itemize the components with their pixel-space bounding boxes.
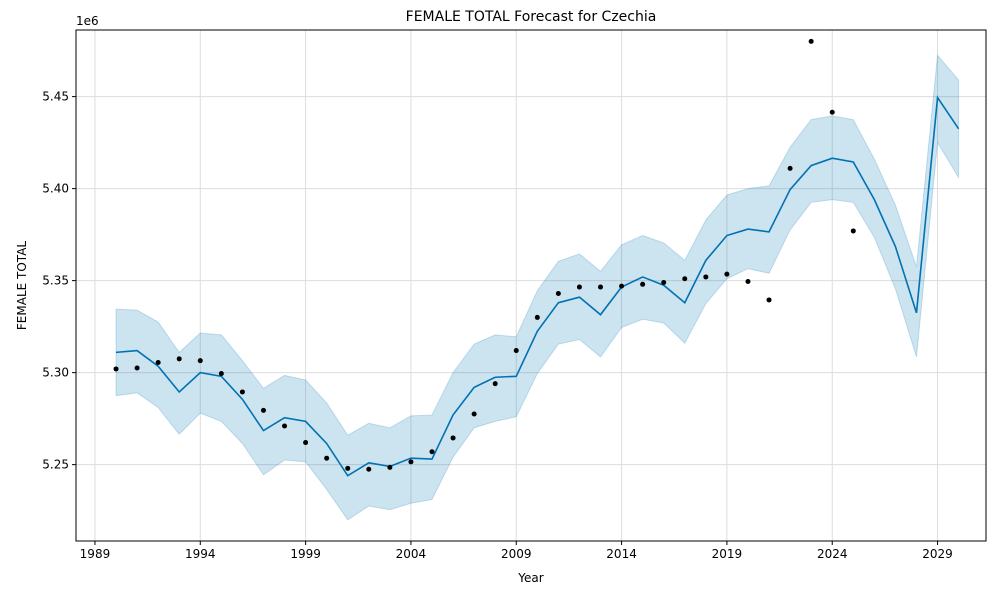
forecast-line bbox=[115, 95, 960, 477]
actual-point bbox=[218, 371, 224, 377]
actual-point bbox=[492, 381, 498, 387]
actual-point bbox=[345, 465, 351, 471]
actual-point bbox=[471, 411, 477, 417]
actual-point bbox=[661, 279, 667, 285]
x-tick-label: 1999 bbox=[290, 547, 321, 561]
actual-point bbox=[576, 284, 582, 290]
x-axis-label: Year bbox=[517, 571, 543, 585]
actual-point bbox=[598, 284, 604, 290]
y-offset-label: 1e6 bbox=[76, 14, 99, 28]
x-tick-label: 2004 bbox=[396, 547, 427, 561]
actual-point bbox=[134, 365, 140, 371]
actual-point bbox=[366, 466, 372, 472]
x-tick-label: 2014 bbox=[606, 547, 637, 561]
actual-point bbox=[534, 314, 540, 320]
chart-title: FEMALE TOTAL Forecast for Czechia bbox=[406, 9, 657, 25]
actual-point bbox=[724, 271, 730, 277]
actual-point bbox=[703, 274, 709, 280]
actual-point bbox=[450, 435, 456, 441]
x-tick-label: 2019 bbox=[712, 547, 743, 561]
x-tick-label: 1994 bbox=[185, 547, 216, 561]
actual-point bbox=[513, 348, 519, 354]
actual-point bbox=[850, 228, 856, 234]
actual-point bbox=[640, 281, 646, 287]
actual-point bbox=[176, 356, 182, 362]
x-tick-label: 1989 bbox=[80, 547, 111, 561]
actual-point bbox=[303, 440, 309, 446]
actual-point bbox=[619, 283, 625, 289]
actual-point bbox=[155, 360, 161, 366]
actual-point bbox=[429, 449, 435, 455]
actual-point bbox=[829, 109, 835, 115]
actual-point bbox=[113, 366, 119, 372]
uncertainty-band bbox=[115, 53, 960, 521]
x-axis-ticks: 1989 1994 1999 2004 2009 2014 2019 2024 2029 bbox=[80, 541, 953, 561]
actual-points bbox=[113, 38, 856, 472]
actual-point bbox=[745, 279, 751, 285]
actual-point bbox=[787, 165, 793, 171]
x-tick-label: 2009 bbox=[501, 547, 532, 561]
y-tick-label: 5.35 bbox=[42, 274, 69, 288]
plot-frame bbox=[75, 29, 987, 542]
gridlines bbox=[76, 30, 986, 541]
y-tick-label: 5.45 bbox=[42, 90, 69, 104]
actual-point bbox=[408, 459, 414, 465]
y-tick-label: 5.25 bbox=[42, 458, 69, 472]
actual-point bbox=[766, 297, 772, 303]
actual-point bbox=[260, 407, 266, 413]
x-tick-label: 2024 bbox=[817, 547, 848, 561]
actual-point bbox=[197, 358, 203, 364]
actual-point bbox=[808, 38, 814, 44]
y-tick-label: 5.40 bbox=[42, 182, 69, 196]
x-tick-label: 2029 bbox=[922, 547, 953, 561]
actual-point bbox=[282, 423, 288, 429]
actual-point bbox=[387, 464, 393, 470]
y-axis-label: FEMALE TOTAL bbox=[15, 241, 29, 331]
actual-point bbox=[555, 291, 561, 296]
y-tick-label: 5.30 bbox=[42, 366, 69, 380]
actual-point bbox=[324, 455, 330, 461]
actual-point bbox=[239, 389, 245, 395]
actual-point bbox=[682, 276, 688, 282]
y-axis-ticks: 5.25 5.30 5.35 5.40 5.45 bbox=[42, 90, 76, 472]
